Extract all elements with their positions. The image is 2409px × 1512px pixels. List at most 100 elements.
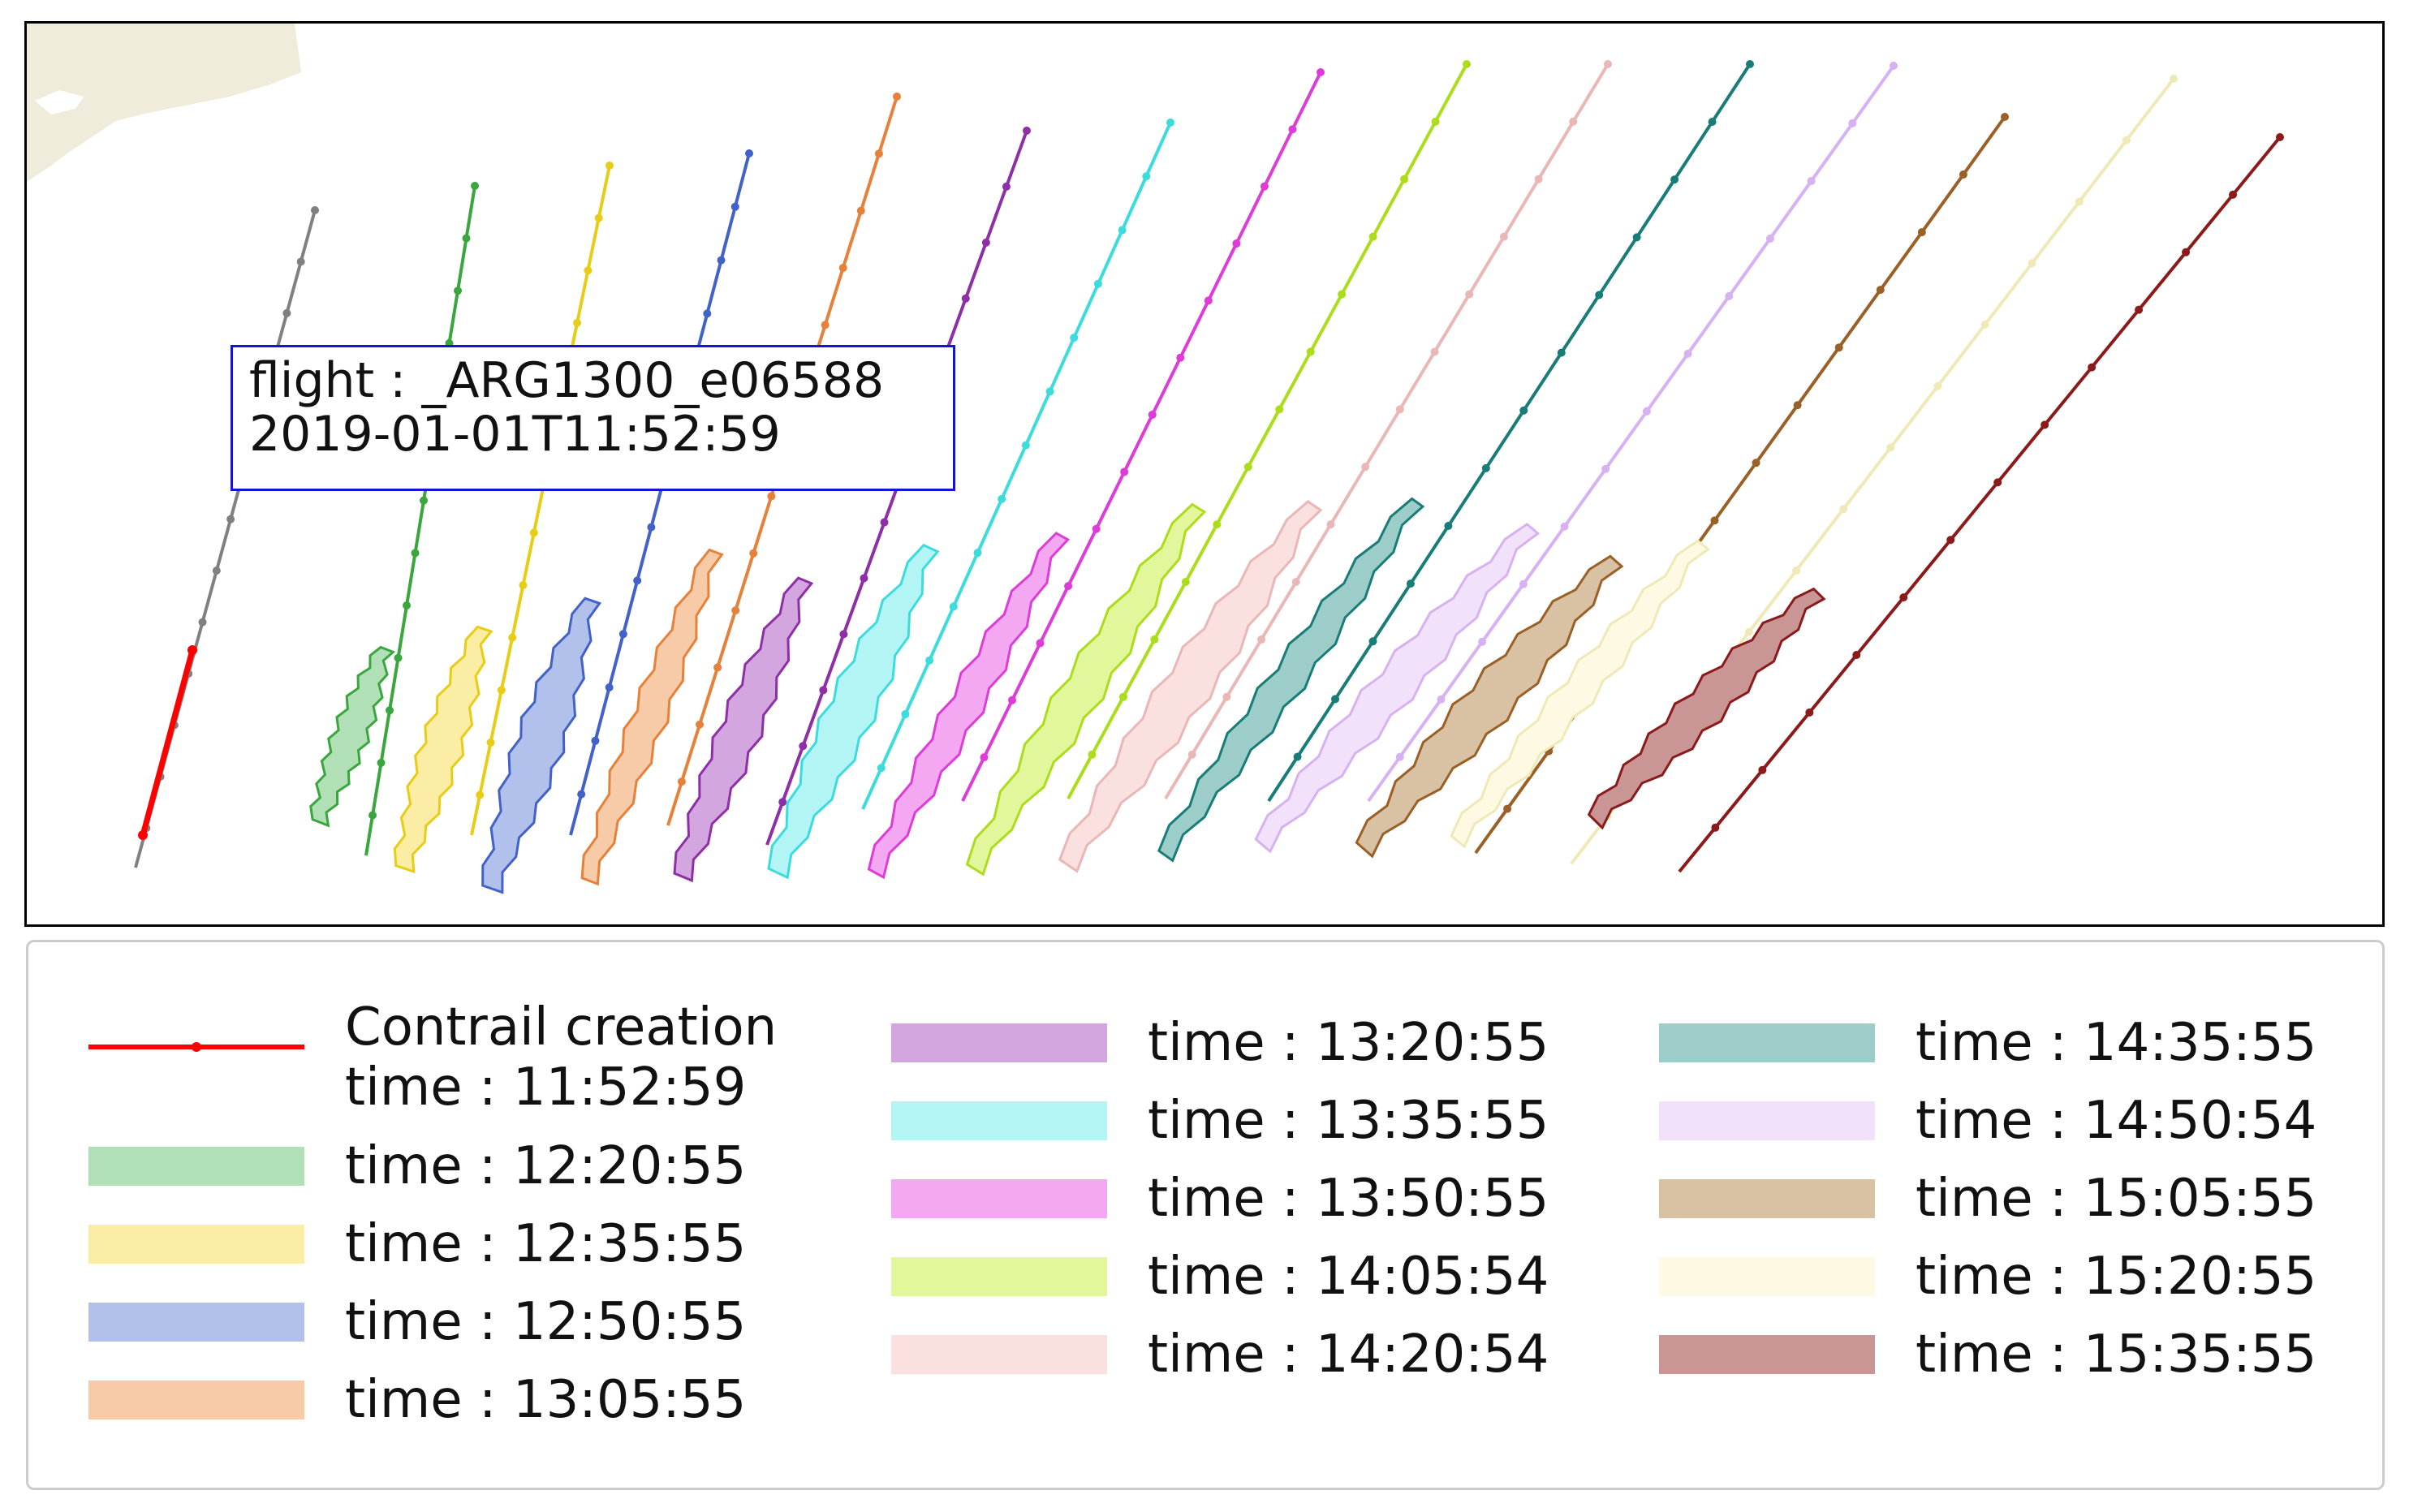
track-point (731, 606, 740, 615)
track-point (2028, 259, 2036, 268)
track-point (1839, 505, 1848, 514)
track-point (1306, 347, 1315, 356)
track-point (1980, 320, 1989, 329)
legend-swatch (891, 1257, 1107, 1296)
contrail-polygon (580, 548, 724, 886)
track-point (1890, 62, 1898, 70)
track-point (901, 709, 910, 718)
track-point (1148, 411, 1157, 420)
track-point (1725, 291, 1734, 300)
track-point (2041, 420, 2049, 429)
track-point (703, 309, 712, 318)
track-point (1557, 348, 1566, 357)
track-point (1092, 524, 1101, 533)
contrail-polygon (393, 625, 493, 874)
track-point (877, 764, 886, 773)
flight-annotation: flight : _ARG1300_e06588 2019-01-01T11:5… (231, 345, 955, 491)
track-point (529, 528, 538, 537)
track-point (1670, 175, 1679, 184)
legend-label: time : 14:50:54 (1916, 1091, 2317, 1151)
legend-swatch (88, 1381, 304, 1419)
track-point (1917, 228, 1926, 237)
track-point (462, 234, 471, 243)
track-point (1088, 750, 1097, 759)
track-point (980, 753, 989, 762)
contrail-polygon (767, 543, 940, 880)
legend-label: time : 15:05:55 (1916, 1169, 2317, 1229)
track-point (1601, 464, 1610, 473)
track-point (1243, 463, 1252, 472)
legend-item: time : 14:50:54 (1659, 1082, 2390, 1160)
track-point (949, 602, 958, 611)
track-point (1166, 118, 1174, 127)
track-point (1569, 117, 1578, 126)
track-point (1093, 279, 1102, 288)
track-point (1293, 752, 1302, 761)
track-point (311, 206, 319, 214)
track-point (296, 257, 305, 266)
track-point (1793, 401, 1802, 410)
track-point (1045, 387, 1054, 396)
track-point (1852, 651, 1861, 660)
track-point (1288, 125, 1297, 134)
track-point (1181, 578, 1190, 587)
track-point (1807, 176, 1816, 185)
track-point (925, 656, 934, 665)
track-point (486, 738, 495, 747)
track-point (1899, 593, 1908, 602)
track-point (1534, 174, 1543, 183)
track-point (647, 523, 656, 532)
track-point (1499, 232, 1508, 241)
track-point (1118, 226, 1127, 235)
track-point (1993, 478, 2002, 487)
track-point (874, 149, 883, 158)
track-point (1368, 637, 1377, 646)
track-point (799, 742, 808, 751)
track-point (1933, 381, 1942, 390)
legend-swatch (1659, 1335, 1875, 1374)
legend-swatch (891, 1023, 1107, 1062)
track-point (1331, 695, 1340, 704)
track-point (778, 798, 787, 807)
track-point (573, 318, 582, 327)
legend-item: time : 15:20:55 (1659, 1238, 2390, 1316)
legend-item: time : 12:20:55 (88, 1127, 819, 1205)
legend-label: time : 12:35:55 (345, 1214, 747, 1274)
legend-label: time : 12:50:55 (345, 1292, 747, 1352)
track-point (1746, 60, 1754, 68)
track-point (394, 653, 403, 662)
legend-label: time : 13:50:55 (1148, 1169, 1549, 1229)
track-point (981, 238, 990, 247)
track-point (1142, 172, 1151, 181)
legend-swatch (88, 1147, 304, 1186)
track-point (1519, 406, 1528, 415)
legend-label: time : 15:20:55 (1916, 1247, 2317, 1307)
track-point (377, 758, 386, 767)
track-point (749, 549, 758, 558)
track-point (745, 149, 753, 157)
track-point (282, 308, 291, 317)
track-point (584, 266, 593, 275)
track-point (1002, 182, 1011, 191)
track-point (594, 213, 603, 222)
track-point (1222, 692, 1231, 701)
track-point (1400, 174, 1409, 183)
track-point (1805, 708, 1814, 717)
track-point (1604, 60, 1612, 68)
legend-item: time : 13:20:55 (891, 1004, 1622, 1082)
legend-label: time : 14:35:55 (1916, 1013, 2317, 1073)
legend-label: time : 11:52:59 (345, 1058, 747, 1118)
track-point (605, 162, 614, 170)
track-point (1744, 627, 1753, 636)
track-point (2276, 133, 2284, 141)
track-point (2170, 75, 2178, 83)
track-point (1465, 290, 1474, 299)
track-point (2182, 248, 2191, 256)
track-point (819, 686, 828, 695)
track-point (1317, 68, 1325, 76)
track-point (1632, 233, 1641, 242)
legend-label: time : 13:35:55 (1148, 1091, 1549, 1151)
legend-label: time : 14:05:54 (1148, 1247, 1549, 1307)
track-point (856, 206, 865, 215)
track-point (403, 601, 412, 610)
